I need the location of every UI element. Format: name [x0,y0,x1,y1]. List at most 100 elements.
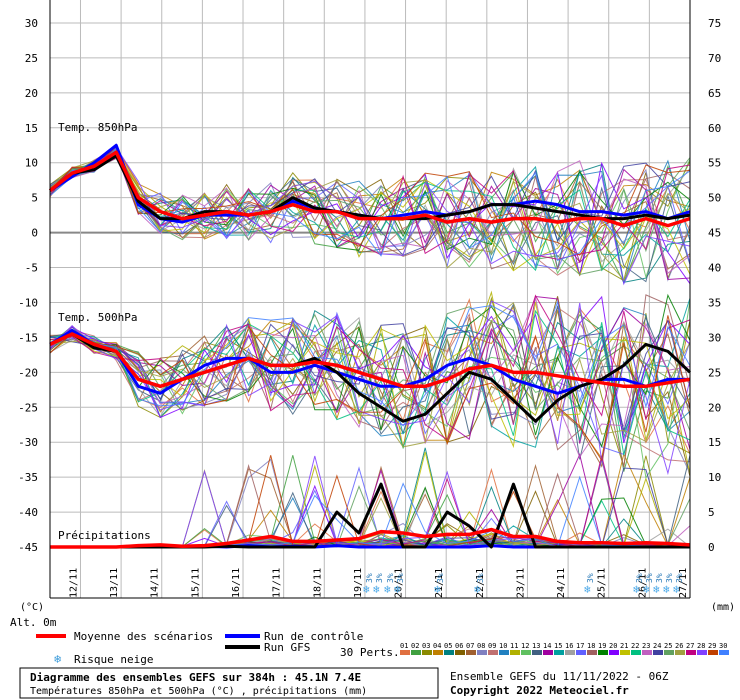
y-tick-right: 5 [708,506,715,519]
footer-run: Ensemble GEFS du 11/11/2022 - 06Z [450,670,669,683]
perturbation-line [49,295,691,444]
pert-number: 17 [576,642,584,650]
pert-number: 03 [422,642,430,650]
snow-flake-icon: ❄ [653,583,660,596]
pert-number: 06 [455,642,463,650]
x-tick-label: 16/11 [231,568,242,598]
perturbation-line [49,317,691,468]
footer-copyright: Copyright 2022 Meteociel.fr [450,684,629,697]
pert-swatch [686,650,696,655]
snow-flake-icon: ❄ [643,583,650,596]
snow-risk-label: 3% [386,573,395,583]
pert-swatch [477,650,487,655]
snow-risk-label: 3% [655,573,664,583]
y-tick-right: 55 [708,157,721,170]
pert-number: 16 [565,642,573,650]
x-tick-label: 20/11 [394,568,405,598]
pert-number: 04 [433,642,441,650]
pert-number: 18 [587,642,595,650]
y-tick-left: -20 [18,366,38,379]
y-tick-right: 40 [708,262,721,275]
pert-swatch [411,650,421,655]
x-tick-label: 25/11 [597,568,608,598]
y-tick-right: 70 [708,52,721,65]
pert-swatch [444,650,454,655]
pert-swatch [675,650,685,655]
perturbation-line [49,157,691,270]
pert-swatch [521,650,531,655]
pert-swatch [499,650,509,655]
panel-label-t850: Temp. 850hPa [58,121,137,134]
pert-swatch [455,650,465,655]
snow-flake-icon: ❄ [584,583,591,596]
pert-swatch [488,650,498,655]
y-tick-left: -5 [25,262,38,275]
perturbation-line [49,300,691,476]
snow-flake-icon: ❄ [434,583,441,596]
pert-number: 29 [708,642,716,650]
perturbation-line [49,145,691,256]
snow-flake-icon: ❄ [474,583,481,596]
series-gfs-precip-line [50,482,690,549]
y-tick-left: -25 [18,401,38,414]
pert-swatch [433,650,443,655]
snow-risk-markers: 3%❄3%❄3%❄3%❄3%❄3%❄3%❄3%❄3%❄3%❄3%❄3%❄ [363,573,684,596]
y-tick-right: 45 [708,227,721,240]
y-tick-left: 25 [25,52,38,65]
pert-swatch [708,650,718,655]
perturbation-line [49,146,691,286]
pert-swatch [653,650,663,655]
pert-number: 25 [664,642,672,650]
perturbation-line [49,147,691,284]
snow-flake-icon: ❄ [663,583,670,596]
pert-swatch [466,650,476,655]
legend-label-gfs: Run GFS [264,641,310,654]
y-tick-left: 30 [25,17,38,30]
pert-number: 05 [444,642,452,650]
y-tick-left: -40 [18,506,38,519]
series-mean-t850-line [48,150,691,228]
pert-number: 14 [543,642,551,650]
pert-number: 24 [653,642,661,650]
perturbation-line [49,155,691,277]
y-tick-left: 0 [31,227,38,240]
y-tick-right: 50 [708,192,721,205]
snow-flake-icon: ❄ [373,583,380,596]
pert-swatch [642,650,652,655]
snow-flake-icon: ❄ [384,583,391,596]
series-mean-precip-line [50,527,691,549]
pert-number: 28 [697,642,705,650]
y-tick-right: 65 [708,87,721,100]
snow-flake-icon: ❄ [394,583,401,596]
pert-number: 07 [466,642,474,650]
y-tick-right: 25 [708,366,721,379]
left-axis-unit: (°C) [20,602,44,613]
y-tick-right: 0 [708,541,715,554]
pert-number: 15 [554,642,562,650]
pert-number: 22 [631,642,639,650]
perts-label: 30 Perts. [340,646,400,659]
snow-risk-label: 3% [645,573,654,583]
pert-swatch [576,650,586,655]
x-tick-label: 19/11 [353,568,364,598]
legend-label-control: Run de contrôle [264,630,363,643]
pert-swatch [719,650,729,655]
x-tick-label: 14/11 [150,568,161,598]
pert-number: 19 [598,642,606,650]
pert-number: 30 [719,642,727,650]
pert-swatch [510,650,520,655]
pert-swatch [587,650,597,655]
pert-swatch [631,650,641,655]
y-tick-left: -10 [18,296,38,309]
series-control-t850-line [49,143,691,224]
snow-risk-label: 3% [665,573,674,583]
pert-number: 12 [521,642,529,650]
pert-number: 10 [499,642,507,650]
perturbation-line [49,148,691,261]
snow-risk-label: 3% [436,573,445,583]
y-tick-right: 35 [708,296,721,309]
y-tick-right: 15 [708,436,721,449]
snow-flake-icon: ❄ [673,583,680,596]
right-axis-unit: (mm) [711,602,735,613]
y-tick-left: -30 [18,436,38,449]
